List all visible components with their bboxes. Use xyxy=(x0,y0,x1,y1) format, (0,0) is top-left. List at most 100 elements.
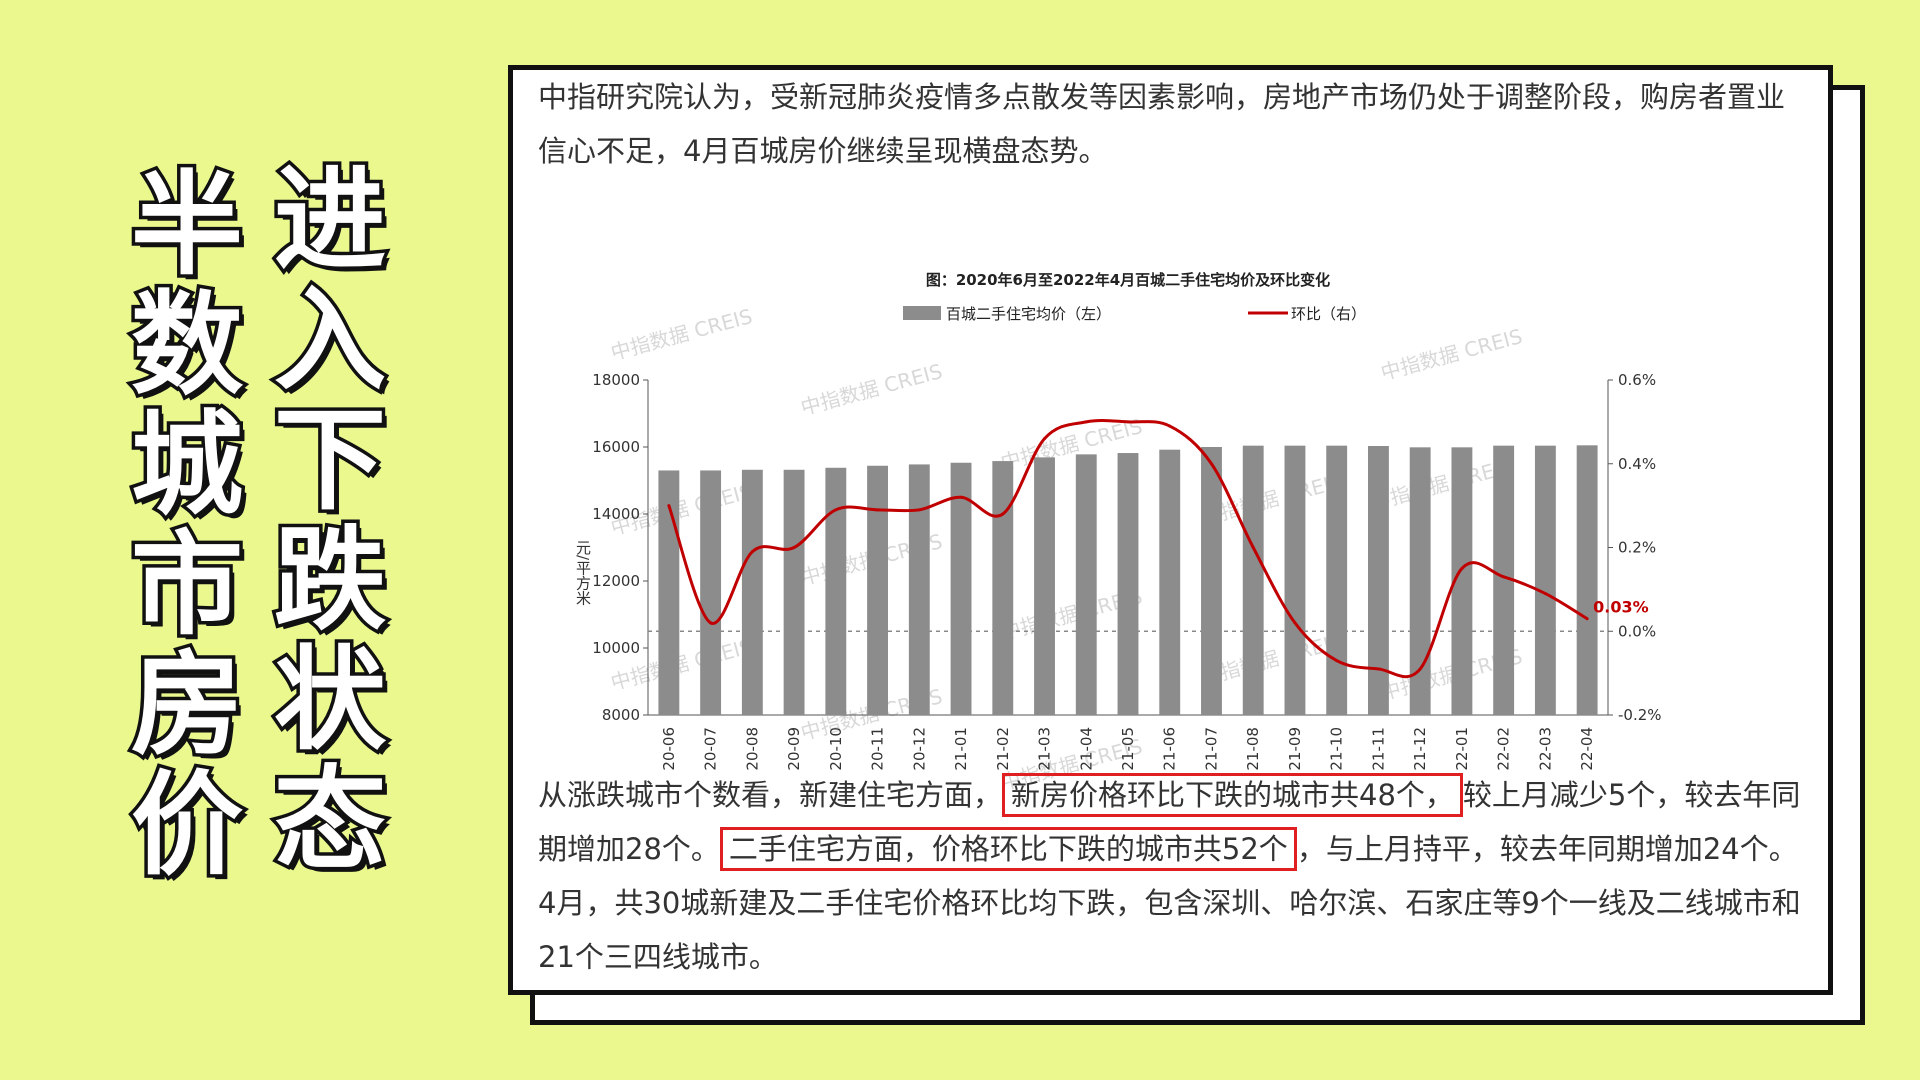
y-tick-label: 16000 xyxy=(592,438,640,456)
bar-21-04 xyxy=(1075,454,1097,715)
headline-line-2: 进入下跌状态 xyxy=(252,157,389,884)
line-point-20-12 xyxy=(917,508,921,512)
body-text-1: 从涨跌城市个数看，新建住宅方面， xyxy=(538,778,1003,812)
legend-bar-swatch xyxy=(903,306,941,320)
x-tick-label: 21-11 xyxy=(1369,727,1387,771)
bar-21-08 xyxy=(1242,445,1264,715)
line-point-21-01 xyxy=(959,495,963,499)
x-tick-label: 20-09 xyxy=(785,727,803,771)
x-tick-label: 21-04 xyxy=(1077,727,1095,771)
bar-22-02 xyxy=(1493,445,1515,715)
line-point-20-09 xyxy=(792,546,796,549)
x-tick-label: 22-04 xyxy=(1578,727,1596,771)
bar-20-11 xyxy=(867,465,888,715)
bar-21-03 xyxy=(1034,457,1055,715)
x-tick-label: 21-12 xyxy=(1411,727,1429,771)
line-point-20-06 xyxy=(667,504,671,508)
y-axis-label: 元/平方米 xyxy=(574,540,592,605)
bar-21-10 xyxy=(1326,445,1348,715)
x-tick-label: 21-06 xyxy=(1161,727,1179,771)
bar-22-03 xyxy=(1534,445,1556,715)
line-point-22-03 xyxy=(1543,592,1547,596)
headline-line-1: 半数城市房价 xyxy=(109,162,246,889)
bar-20-07 xyxy=(700,470,722,715)
line-point-21-11 xyxy=(1376,667,1380,671)
body-text-3: ，与上月持平，较去年同期增加24个。4月，共30城新建及二手住宅价格环比均下跌，… xyxy=(538,832,1801,974)
watermark-0: 中指数据 CREIS xyxy=(608,304,755,365)
chart-title: 图：2020年6月至2022年4月百城二手住宅均价及环比变化 xyxy=(926,271,1330,289)
x-tick-label: 20-10 xyxy=(827,727,845,771)
line-point-21-04 xyxy=(1084,420,1088,424)
line-point-21-08 xyxy=(1251,546,1255,549)
bar-20-10 xyxy=(825,467,847,715)
bar-21-01 xyxy=(950,462,972,715)
line-point-20-11 xyxy=(876,508,880,512)
y2-tick-label: 0.6% xyxy=(1618,371,1656,389)
x-tick-label: 21-08 xyxy=(1244,727,1262,771)
highlight-box-1: 新房价格环比下跌的城市共48个， xyxy=(1002,773,1463,817)
bar-21-02 xyxy=(992,461,1014,715)
line-point-22-01 xyxy=(1460,566,1464,570)
bar-20-06 xyxy=(658,470,680,715)
x-tick-label: 21-05 xyxy=(1119,727,1137,771)
x-tick-label: 20-08 xyxy=(743,727,761,771)
line-point-21-09 xyxy=(1293,621,1297,625)
y2-tick-label: 0.2% xyxy=(1618,539,1656,557)
article-card: 中指研究院认为，受新冠肺炎疫情多点散发等因素影响，房地产市场仍处于调整阶段，购房… xyxy=(508,65,1833,995)
highlight-box-2: 二手住宅方面，价格环比下跌的城市共52个 xyxy=(719,827,1297,871)
line-point-21-07 xyxy=(1209,462,1213,466)
line-point-21-06 xyxy=(1168,424,1172,428)
bar-21-07 xyxy=(1201,447,1222,715)
bar-22-01 xyxy=(1451,447,1473,715)
bar-21-09 xyxy=(1284,445,1306,715)
y2-tick-label: 0.0% xyxy=(1618,622,1656,640)
line-point-20-08 xyxy=(750,550,754,554)
bar-20-08 xyxy=(741,469,763,715)
y2-tick-label: -0.2% xyxy=(1618,706,1662,724)
watermark-1: 中指数据 CREIS xyxy=(798,359,945,420)
bar-20-09 xyxy=(783,469,805,715)
line-point-22-04 xyxy=(1585,617,1589,621)
x-tick-label: 21-01 xyxy=(952,727,970,771)
watermark-9: 中指数据 CREIS xyxy=(1368,454,1515,515)
x-tick-label: 20-12 xyxy=(910,727,928,771)
body-paragraph: 从涨跌城市个数看，新建住宅方面， 新房价格环比下跌的城市共48个， 较上月减少5个，… xyxy=(538,768,1808,984)
x-tick-label: 21-09 xyxy=(1286,727,1304,771)
y2-tick-label: 0.4% xyxy=(1618,455,1656,473)
body-text-2: 较上月减少5个，较去年同期增加28个。 xyxy=(538,778,1801,866)
line-point-21-03 xyxy=(1043,437,1047,441)
bar-21-12 xyxy=(1409,447,1431,715)
line-point-20-10 xyxy=(834,508,838,512)
line-point-21-12 xyxy=(1418,667,1422,671)
x-tick-label: 21-07 xyxy=(1202,727,1220,771)
x-tick-label: 20-11 xyxy=(869,727,887,771)
x-tick-label: 21-10 xyxy=(1328,727,1346,771)
bar-21-06 xyxy=(1159,449,1181,715)
watermark-8: 中指数据 CREIS xyxy=(1378,324,1525,385)
bar-20-12 xyxy=(908,464,930,715)
x-tick-label: 22-02 xyxy=(1495,727,1513,771)
x-tick-label: 21-02 xyxy=(994,727,1012,771)
bar-21-11 xyxy=(1368,445,1389,715)
line-point-21-10 xyxy=(1335,659,1339,663)
intro-paragraph: 中指研究院认为，受新冠肺炎疫情多点散发等因素影响，房地产市场仍处于调整阶段，购房… xyxy=(538,80,1786,168)
x-tick-label: 21-03 xyxy=(1036,727,1054,771)
y-tick-label: 14000 xyxy=(592,505,640,523)
x-tick-label: 20-07 xyxy=(702,727,720,771)
x-tick-label: 22-03 xyxy=(1536,727,1554,771)
legend-bar-label: 百城二手住宅均价（左） xyxy=(946,305,1111,323)
price-chart: 图：2020年6月至2022年4月百城二手住宅均价及环比变化百城二手住宅均价（左… xyxy=(574,271,1662,795)
line-point-20-07 xyxy=(709,621,713,625)
bar-21-05 xyxy=(1117,453,1139,715)
y-tick-label: 18000 xyxy=(592,371,640,389)
x-tick-label: 20-06 xyxy=(660,727,678,771)
y-tick-label: 12000 xyxy=(592,572,640,590)
line-point-22-02 xyxy=(1502,575,1506,579)
legend-line-label: 环比（右） xyxy=(1291,305,1366,323)
line-point-21-02 xyxy=(1001,512,1005,516)
bar-22-04 xyxy=(1576,445,1598,715)
chart-container: 图：2020年6月至2022年4月百城二手住宅均价及环比变化百城二手住宅均价（左… xyxy=(513,230,1828,795)
line-point-21-05 xyxy=(1126,420,1130,424)
y-tick-label: 10000 xyxy=(592,639,640,657)
x-tick-label: 22-01 xyxy=(1453,727,1471,771)
